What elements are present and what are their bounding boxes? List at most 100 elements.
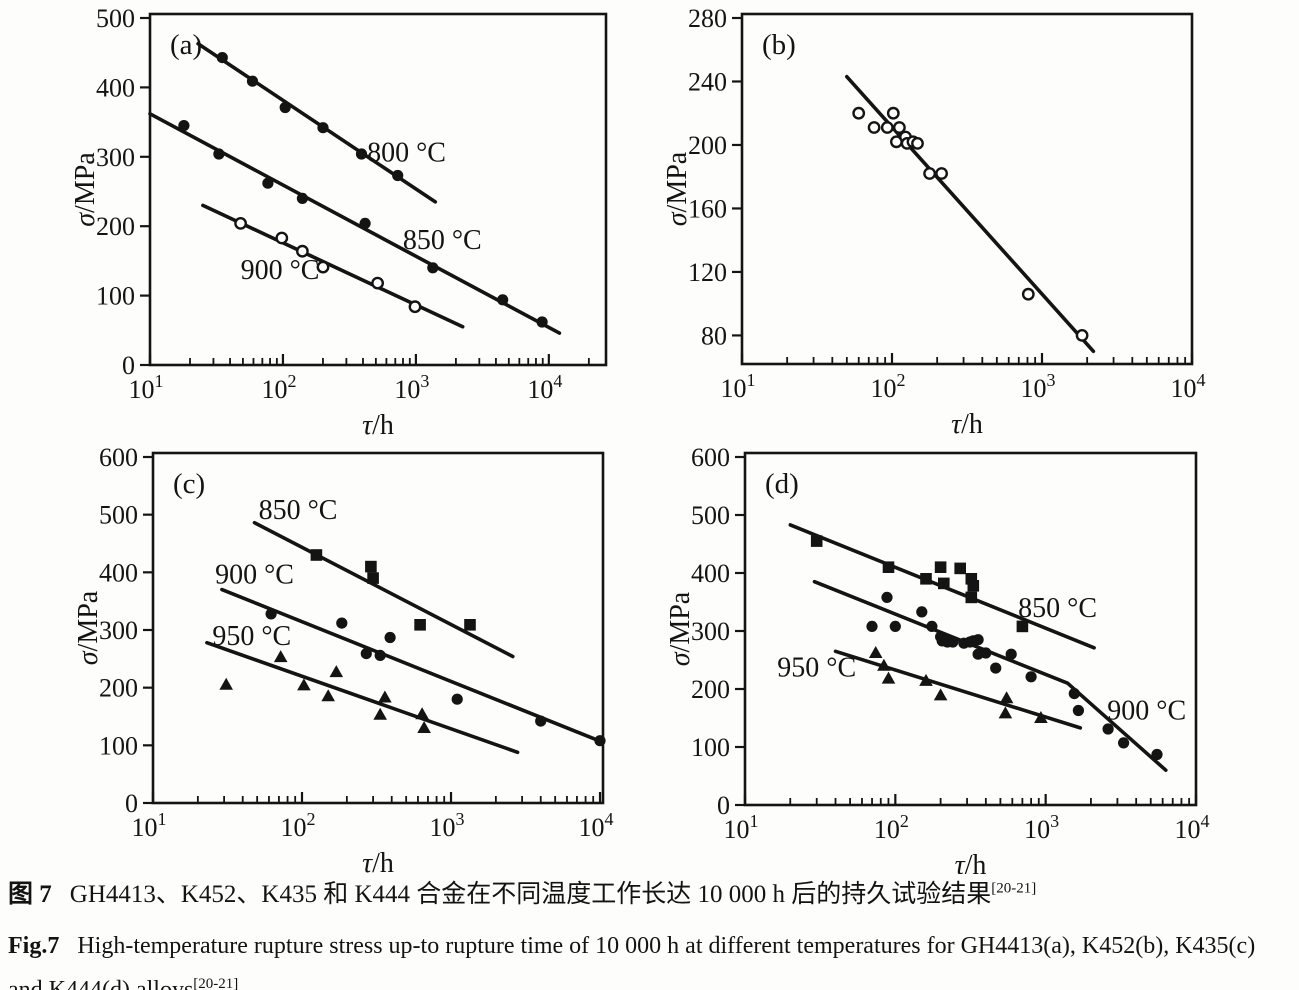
data-point-filled-circle bbox=[355, 148, 368, 160]
y-tick-label: 300 bbox=[691, 617, 730, 646]
data-point-filled-square bbox=[965, 573, 978, 585]
y-tick-label: 100 bbox=[691, 733, 730, 762]
data-point-filled-square bbox=[938, 577, 950, 590]
data-point-filled-circle bbox=[359, 217, 371, 229]
y-tick-label: 160 bbox=[688, 194, 727, 223]
data-point-filled-circle bbox=[1118, 737, 1130, 749]
data-point-filled-circle bbox=[296, 192, 308, 204]
data-point-filled-circle bbox=[360, 648, 372, 660]
data-point-filled-triangle bbox=[219, 677, 233, 690]
fit-line bbox=[845, 74, 1096, 354]
y-tick-label: 200 bbox=[688, 131, 727, 160]
data-point-open-circle bbox=[886, 106, 900, 120]
caption-en-text1: High-temperature rupture stress up-to ru… bbox=[77, 932, 1256, 959]
data-point-filled-circle bbox=[972, 634, 984, 646]
x-tick-label: 104 bbox=[527, 371, 562, 404]
series-temperature-label: 800 °C bbox=[367, 138, 446, 169]
data-point-open-circle bbox=[408, 300, 422, 314]
data-point-filled-square bbox=[367, 572, 379, 584]
data-point-filled-square bbox=[464, 619, 476, 631]
data-point-filled-triangle bbox=[378, 690, 392, 703]
chart-svg-a: 0 100 200 300 400 500 101 102 103 104 σ/MPa τ/h (a) 8… bbox=[70, 4, 608, 436]
data-point-filled-triangle bbox=[1034, 711, 1048, 723]
y-tick-label: 500 bbox=[99, 501, 138, 530]
data-point-filled-circle bbox=[279, 101, 291, 114]
data-point-filled-circle bbox=[262, 177, 274, 189]
data-point-filled-triangle bbox=[998, 706, 1013, 719]
data-point-filled-circle bbox=[1102, 723, 1114, 735]
figure-caption: 图 7 GH4413、K452、K435 和 K444 合金在不同温度工作长达 1… bbox=[8, 876, 1292, 990]
panel-letter: (d) bbox=[765, 468, 799, 500]
data-point-filled-square bbox=[365, 560, 377, 573]
caption-en-text2: and K444(d) alloys bbox=[8, 976, 194, 990]
y-tick-label: 500 bbox=[691, 501, 730, 530]
y-tick-label: 400 bbox=[99, 558, 138, 587]
y-axis-title: σ/MPa bbox=[662, 151, 693, 226]
x-tick-label: 104 bbox=[1171, 370, 1206, 403]
data-point-filled-circle bbox=[980, 647, 992, 659]
plot-frame bbox=[740, 12, 1194, 366]
x-tick-label: 102 bbox=[261, 371, 296, 404]
fit-line bbox=[812, 579, 1168, 773]
chart-panel-d: 0 100 200 300 400 500 600 101 102 103 104 σ/MPa τ/h (… bbox=[640, 440, 1299, 874]
chart-panel-a: 0 100 200 300 400 500 101 102 103 104 σ/MPa τ/h (a) 8… bbox=[60, 0, 700, 436]
y-tick-label: 200 bbox=[96, 212, 135, 241]
data-point-filled-circle bbox=[535, 715, 547, 727]
caption-zh-label: 图 7 bbox=[8, 881, 52, 908]
y-tick-label: 0 bbox=[717, 791, 730, 820]
data-point-filled-square bbox=[954, 562, 966, 575]
data-point-filled-circle bbox=[246, 75, 259, 87]
data-point-filled-triangle bbox=[868, 646, 883, 658]
data-point-open-circle bbox=[880, 121, 894, 134]
data-point-open-circle bbox=[923, 167, 936, 180]
x-tick-label: 101 bbox=[132, 809, 167, 842]
series-temperature-label: 850 °C bbox=[1018, 593, 1097, 624]
data-point-filled-square bbox=[810, 535, 823, 547]
data-point-open-circle bbox=[371, 276, 384, 290]
data-point-filled-circle bbox=[1005, 648, 1017, 660]
x-axis-title: τ/h bbox=[362, 410, 394, 436]
data-point-filled-circle bbox=[1151, 748, 1163, 761]
data-point-filled-triangle bbox=[297, 678, 311, 691]
series-temperature-label: 900 °C bbox=[215, 560, 294, 591]
plot-frame bbox=[151, 451, 605, 805]
data-point-open-circle bbox=[892, 121, 906, 134]
chart-svg-d: 0 100 200 300 400 500 600 101 102 103 104 σ/MPa τ/h (… bbox=[665, 443, 1210, 874]
data-point-filled-circle bbox=[317, 122, 329, 134]
data-point-filled-square bbox=[967, 580, 980, 592]
y-tick-label: 0 bbox=[122, 351, 135, 380]
data-point-open-circle bbox=[1075, 328, 1089, 342]
y-tick-label: 280 bbox=[688, 4, 727, 33]
x-tick-label: 103 bbox=[1021, 370, 1056, 403]
data-point-open-circle bbox=[867, 121, 881, 134]
x-tick-label: 103 bbox=[394, 371, 429, 404]
data-point-filled-circle bbox=[926, 620, 938, 632]
data-point-filled-circle bbox=[265, 608, 277, 620]
x-tick-label: 102 bbox=[281, 809, 316, 842]
data-point-filled-circle bbox=[881, 591, 893, 603]
data-point-filled-square bbox=[934, 561, 947, 573]
data-point-open-circle bbox=[295, 244, 309, 258]
data-point-filled-circle bbox=[916, 606, 928, 618]
y-tick-label: 600 bbox=[99, 443, 138, 472]
data-point-filled-triangle bbox=[273, 650, 288, 663]
y-tick-label: 200 bbox=[691, 675, 730, 704]
x-axis-title: τ/h bbox=[951, 409, 983, 436]
data-point-filled-triangle bbox=[415, 707, 429, 720]
data-point-open-circle bbox=[852, 106, 866, 120]
y-axis-title: σ/MPa bbox=[665, 591, 696, 666]
x-tick-label: 104 bbox=[579, 809, 614, 842]
data-point-filled-circle bbox=[536, 316, 548, 328]
y-tick-label: 400 bbox=[96, 73, 135, 102]
caption-zh-text: GH4413、K452、K435 和 K444 合金在不同温度工作长达 10 0… bbox=[69, 881, 992, 908]
data-point-open-circle bbox=[275, 231, 289, 245]
x-tick-label: 103 bbox=[430, 809, 465, 842]
data-point-filled-circle bbox=[947, 636, 959, 648]
data-point-filled-circle bbox=[1025, 671, 1037, 683]
data-point-filled-circle bbox=[1068, 688, 1080, 700]
data-point-filled-square bbox=[920, 573, 932, 585]
data-point-filled-triangle bbox=[329, 665, 344, 678]
data-point-filled-triangle bbox=[933, 688, 948, 701]
x-tick-label: 103 bbox=[1024, 811, 1059, 844]
y-tick-label: 80 bbox=[701, 321, 727, 350]
